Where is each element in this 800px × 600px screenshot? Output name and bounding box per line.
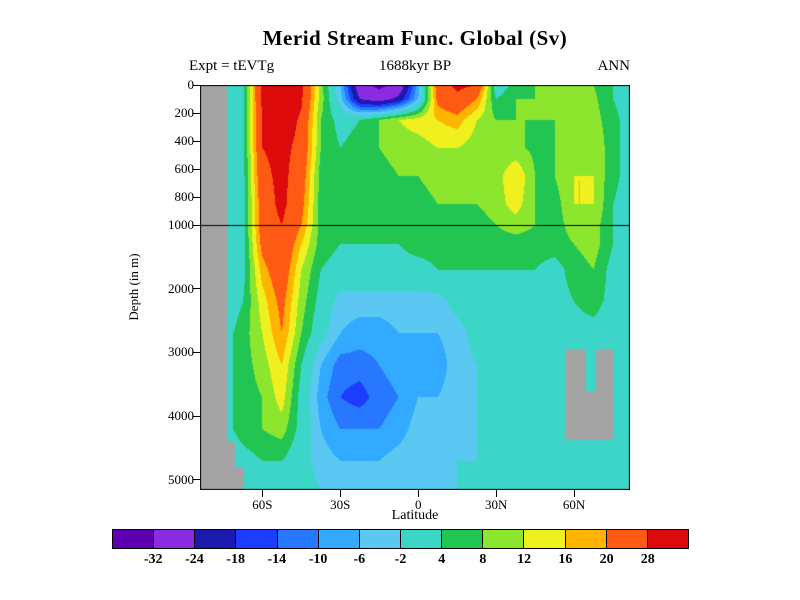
- colorbar-tick-label: -6: [353, 552, 366, 567]
- colorbar-segment: [565, 530, 607, 548]
- x-tick-label: 60S: [252, 497, 273, 512]
- colorbar-segments: [112, 529, 689, 549]
- y-tick-mark: [193, 288, 200, 290]
- colorbar-tick-label: -24: [185, 552, 204, 567]
- colorbar-segment: [236, 530, 278, 548]
- x-tick-label: 30N: [484, 497, 508, 512]
- streamfunction-contour-canvas: [200, 85, 630, 490]
- y-tick-mark: [193, 415, 200, 417]
- y-tick-mark: [193, 140, 200, 142]
- x-tick-mark: [495, 490, 497, 497]
- colorbar-segment: [277, 530, 319, 548]
- colorbar-segment: [113, 530, 155, 548]
- x-tick-mark: [573, 490, 575, 497]
- colorbar-segment: [647, 530, 688, 548]
- colorbar: -32 -24 -18 -14 -10 -6 -2 4 8 12 16 20 28: [112, 529, 689, 567]
- colorbar-segment: [359, 530, 401, 548]
- colorbar-tick-label: -2: [394, 552, 407, 567]
- colorbar-tick-label: 4: [438, 552, 446, 567]
- colorbar-tick-label: 12: [517, 552, 532, 567]
- colorbar-tick-label: -10: [308, 552, 328, 567]
- colorbar-segment: [318, 530, 360, 548]
- y-tick-mark: [193, 479, 200, 481]
- y-tick-mark: [193, 112, 200, 114]
- colorbar-segment: [483, 530, 525, 548]
- y-tick-label: 3000: [168, 344, 194, 360]
- experiment-label: Expt = tEVTg: [189, 58, 275, 74]
- x-tick-mark: [417, 490, 419, 497]
- x-axis-label: Latitude: [391, 508, 439, 523]
- chart-title: Merid Stream Func. Global (Sv): [262, 26, 568, 50]
- x-tick-mark: [339, 490, 341, 497]
- y-tick-label: 2000: [168, 280, 194, 296]
- colorbar-tick-label: -32: [143, 552, 163, 567]
- colorbar-tick-label: -14: [267, 552, 287, 567]
- x-tick-label: 0: [414, 497, 422, 512]
- y-tick-label: 5000: [168, 471, 194, 487]
- y-tick-label: 0: [187, 77, 195, 92]
- y-tick-label: 400: [174, 133, 195, 148]
- colorbar-segment: [195, 530, 237, 548]
- x-tick-label: 30S: [330, 497, 351, 512]
- y-tick-label: 800: [174, 189, 195, 204]
- colorbar-tick-label: 16: [558, 552, 573, 567]
- colorbar-segment: [154, 530, 196, 548]
- colorbar-segment: [524, 530, 566, 548]
- y-tick-mark: [193, 196, 200, 198]
- y-tick-label: 1000: [168, 217, 194, 232]
- colorbar-tick-label: 20: [599, 552, 614, 567]
- season-label: ANN: [597, 58, 631, 74]
- colorbar-segment: [606, 530, 648, 548]
- colorbar-tick-label: -18: [226, 552, 245, 567]
- y-tick-mark: [193, 84, 200, 86]
- y-tick-mark: [193, 224, 200, 226]
- time-label: 1688kyr BP: [378, 58, 452, 74]
- colorbar-segment: [400, 530, 443, 548]
- y-tick-mark: [193, 351, 200, 353]
- y-tick-label: 4000: [168, 408, 194, 424]
- colorbar-tick-label: 28: [640, 552, 655, 567]
- y-tick-label: 600: [174, 161, 195, 176]
- colorbar-segment: [442, 530, 484, 548]
- y-tick-mark: [193, 168, 200, 170]
- plot-area: 0 200 400 600 800 1000 2000 3000 4000 5000 60S 30S 0…: [168, 77, 630, 512]
- x-tick-mark: [261, 490, 263, 497]
- x-tick-label: 60N: [562, 497, 586, 512]
- colorbar-tick-label: 8: [479, 552, 487, 567]
- y-tick-label: 200: [174, 105, 195, 120]
